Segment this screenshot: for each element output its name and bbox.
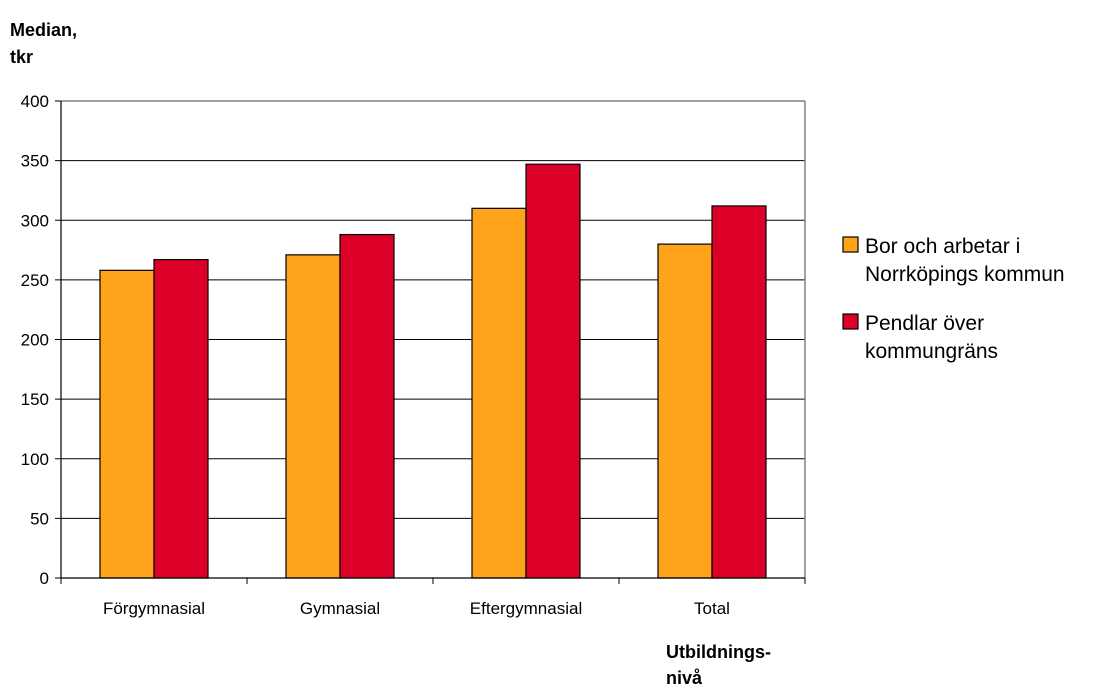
y-tick-label: 350 [21,152,49,171]
bar [99,269,155,579]
legend-swatch [842,313,859,330]
y-tick-label: 0 [40,569,49,588]
legend-label: kommungräns [865,340,998,363]
x-axis-title-line-2: nivå [666,668,703,688]
axes [55,100,806,584]
y-axis-title-line-2: tkr [10,47,33,67]
legend-label: Norrköpings kommun [865,263,1065,286]
y-tick-label: 100 [21,450,49,469]
bar [339,233,395,579]
bar [657,243,713,579]
legend: Bor och arbetar i Norrköpings kommun Pendl… [842,235,1065,363]
bar [153,259,209,579]
y-tick-label: 150 [21,390,49,409]
x-tick-labels: Förgymnasial Gymnasial Eftergymnasial Total [103,599,730,618]
y-tick-labels: 0 50 100 150 200 250 300 350 400 [21,92,49,588]
y-tick-label: 200 [21,331,49,350]
x-tick-label: Gymnasial [300,599,380,618]
y-tick-label: 400 [21,92,49,111]
x-tick-label: Förgymnasial [103,599,205,618]
legend-swatch [842,236,859,253]
y-tick-label: 300 [21,211,49,230]
bars [99,163,767,579]
y-tick-label: 250 [21,271,49,290]
x-tick-label: Total [694,599,730,618]
x-tick-label: Eftergymnasial [470,599,582,618]
bar [711,205,767,579]
y-axis-title-line-1: Median, [10,20,77,40]
bar [471,207,527,579]
x-axis-title-line-1: Utbildnings- [666,642,771,662]
y-tick-label: 50 [30,509,49,528]
legend-label: Bor och arbetar i [865,235,1020,258]
bar [525,163,581,579]
bar [285,254,341,579]
legend-label: Pendlar över [865,312,984,335]
